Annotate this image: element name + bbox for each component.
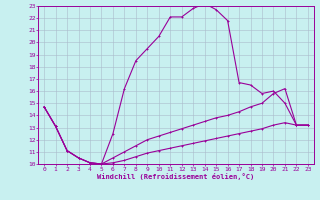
X-axis label: Windchill (Refroidissement éolien,°C): Windchill (Refroidissement éolien,°C) bbox=[97, 173, 255, 180]
